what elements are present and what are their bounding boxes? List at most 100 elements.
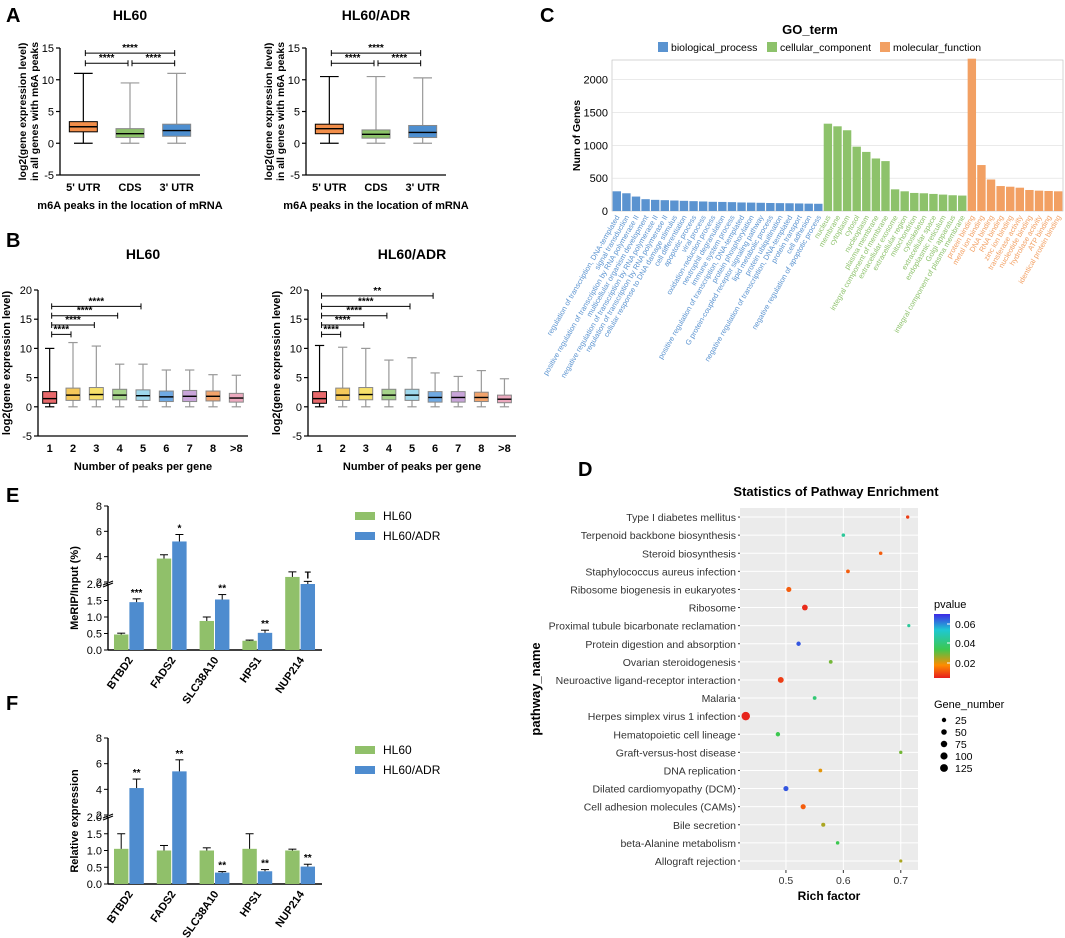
go-bar <box>612 191 621 211</box>
x-tick-label: 1 <box>47 443 53 455</box>
sig-label: **** <box>368 43 384 54</box>
go-bar <box>689 201 698 211</box>
y-tick-label: 4 <box>96 552 102 564</box>
sig-label: **** <box>89 296 105 307</box>
x-tick-label: >8 <box>498 443 511 455</box>
pathway-label: Type I diabetes mellitus <box>626 512 736 524</box>
go-bar <box>958 195 967 211</box>
sig-label: ** <box>176 749 184 760</box>
go-bar <box>785 203 794 211</box>
x-tick-label: 6 <box>163 443 169 455</box>
pathway-label: Allograft rejection <box>655 856 736 868</box>
y-axis-label: log2(gene expression level) <box>1 291 13 436</box>
go-bar <box>679 200 689 211</box>
x-tick-label: BTBD2 <box>105 889 136 926</box>
y-tick-label: 1.5 <box>87 596 102 608</box>
x-tick-label: BTBD2 <box>105 655 136 692</box>
y-tick-label: 5 <box>48 107 54 119</box>
pathway-label: Bile secretion <box>673 820 736 832</box>
y-tick-label: 6 <box>96 526 102 538</box>
sig-label: **** <box>99 53 115 64</box>
go-bar <box>794 203 804 211</box>
y-tick-label: 0.0 <box>87 879 102 891</box>
go-bar <box>737 202 746 211</box>
go-bar <box>996 186 1005 211</box>
pathway-label: Herpes simplex virus 1 infection <box>588 711 736 723</box>
chart-a-hl60adr: HL60/ADR -5 0 5 10 15 log2(gene expression lev… <box>263 7 469 212</box>
legend-label: molecular_function <box>893 42 981 54</box>
y-tick-label: 8 <box>96 733 102 745</box>
y-tick-label: 2.0 <box>87 579 102 591</box>
x-tick-label: 5 <box>409 443 415 455</box>
bar-hl60 <box>242 848 257 884</box>
x-tick-label: 7 <box>187 443 193 455</box>
chart-title: HL60 <box>126 246 160 262</box>
panel-letter-f: F <box>6 693 18 715</box>
pathway-label: Ribosome biogenesis in eukaryotes <box>570 584 736 596</box>
x-tick-label: 8 <box>210 443 216 455</box>
go-bar <box>938 194 948 211</box>
pathway-point <box>786 586 792 593</box>
chart-d-pathway-enrichment: Statistics of Pathway Enrichment 0.5 0.6 0.… <box>528 484 1005 903</box>
bar-hl60 <box>285 576 300 650</box>
go-bar <box>1034 190 1044 211</box>
sig-label: **** <box>335 315 351 326</box>
go-bar <box>919 193 929 211</box>
legend-label: biological_process <box>671 42 757 54</box>
pathway-point <box>800 804 806 810</box>
y-axis-label: MeRIP/Input (%) <box>69 546 81 630</box>
y-tick-label: 0.5 <box>87 629 102 641</box>
legend-size-title: Gene_number <box>934 699 1005 711</box>
legend-size-dot <box>941 717 947 723</box>
pathway-point <box>878 551 883 556</box>
go-bar <box>718 201 727 211</box>
pathway-label: Steroid biosynthesis <box>642 548 736 560</box>
x-tick-label: 1 <box>316 443 322 455</box>
y-tick-label: -5 <box>44 170 54 182</box>
y-axis-label-line2: in all genes with m6A peaks <box>29 42 41 181</box>
legend-swatch <box>355 532 375 540</box>
legend-swatch <box>767 42 777 52</box>
plot-area <box>740 508 918 870</box>
sig-label: ** <box>218 861 226 872</box>
x-tick-label: NUP214 <box>273 654 307 696</box>
y-tick-label: 20 <box>290 285 302 297</box>
go-bar <box>766 202 775 211</box>
y-tick-label: 1500 <box>584 108 608 120</box>
legend-label: cellular_component <box>780 42 871 54</box>
pathway-label: beta-Alanine metabolism <box>620 838 736 850</box>
y-tick-label: 10 <box>288 75 300 87</box>
bar-hl60-adr <box>129 602 144 650</box>
go-bar <box>670 200 679 211</box>
panel-letter-b: B <box>6 230 20 252</box>
go-bar <box>890 189 900 211</box>
bar-hl60-adr <box>300 866 316 884</box>
sig-label: **** <box>146 53 162 64</box>
go-bar <box>631 196 641 211</box>
sig-label: **** <box>54 324 70 335</box>
go-bar <box>977 165 986 211</box>
x-tick-label: 5' UTR <box>312 182 346 194</box>
y-tick-label: 2000 <box>584 75 608 87</box>
sig-label: **** <box>345 53 361 64</box>
go-bar <box>900 191 909 211</box>
y-tick-label: 0 <box>26 402 32 414</box>
go-bar <box>842 130 852 211</box>
y-tick-label: 0 <box>294 138 300 150</box>
go-bar <box>871 158 881 211</box>
go-bar <box>929 193 938 211</box>
y-tick-label: 1.5 <box>87 829 102 841</box>
pathway-point <box>812 696 817 700</box>
go-bar <box>862 151 871 211</box>
bar-hl60-adr <box>257 871 273 884</box>
y-tick-label: 2 <box>96 577 102 589</box>
legend-size-label: 75 <box>955 739 967 751</box>
sig-label: ** <box>261 859 269 870</box>
go-bar <box>814 203 823 211</box>
chart-c-go-term: 0 500 1000 1500 2000 GO_term biological_proces… <box>541 22 1064 380</box>
x-tick-label: 2 <box>340 443 346 455</box>
x-tick-label: 3 <box>93 443 99 455</box>
x-tick-label: 0.6 <box>836 875 851 887</box>
